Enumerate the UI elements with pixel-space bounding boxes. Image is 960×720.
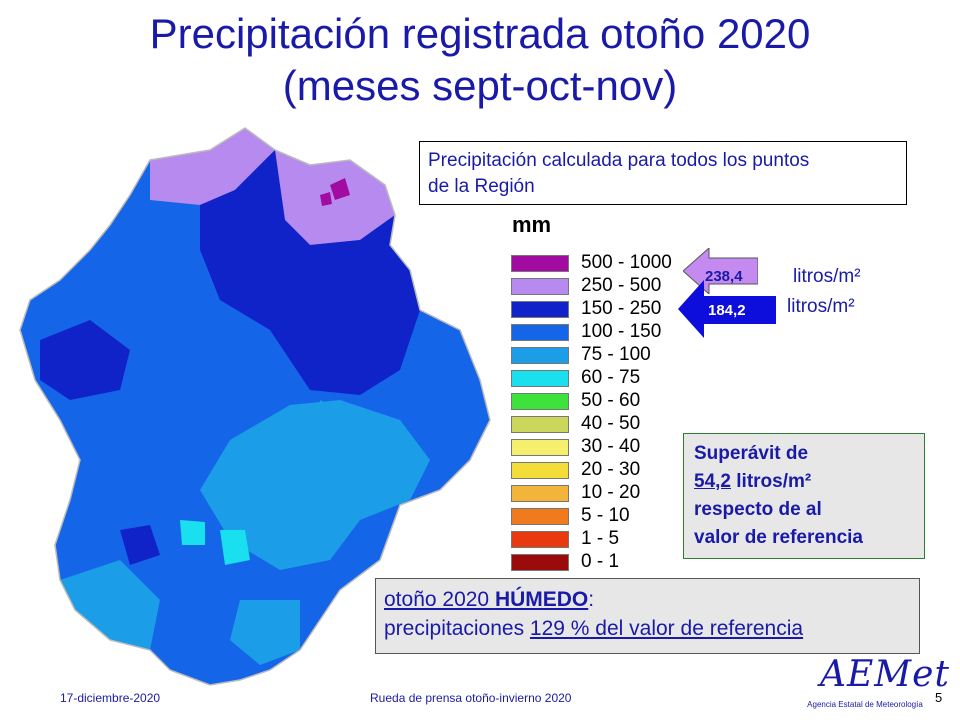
- result-line-1: otoño 2020 HÚMEDO:: [384, 585, 911, 614]
- info-line-1: Precipitación calculada para todos los p…: [428, 150, 810, 171]
- legend-label: 10 - 20: [581, 482, 641, 503]
- legend-label: 500 - 1000: [581, 252, 672, 273]
- result-percentage: 129 % del valor de referencia: [529, 617, 804, 640]
- footer-date: 17-diciembre-2020: [60, 691, 161, 705]
- legend-swatch: [511, 485, 569, 502]
- legend-swatch: [511, 554, 569, 571]
- reference-value-label: 184,2: [708, 302, 746, 319]
- surplus-line-1: Superávit de: [694, 443, 809, 464]
- legend-swatch: [511, 439, 569, 456]
- title-line-1: Precipitación registrada otoño 2020: [149, 10, 811, 57]
- legend-title: mm: [512, 212, 552, 237]
- footer-event: Rueda de prensa otoño-invierno 2020: [370, 691, 572, 705]
- legend-label: 100 - 150: [581, 321, 662, 342]
- legend-swatch: [511, 370, 569, 387]
- title-line-2: (meses sept-oct-nov): [282, 62, 678, 109]
- aemet-logo: AEMet Agencia Estatal de Meteorología: [800, 652, 949, 718]
- observed-value-arrow: [683, 248, 758, 294]
- result-suffix: :: [588, 588, 595, 611]
- legend-swatch: [511, 347, 569, 364]
- surplus-amount: 54,2: [694, 471, 731, 492]
- surplus-unit: litros/m²: [730, 471, 812, 492]
- result-strong: HÚMEDO: [494, 588, 589, 611]
- result-box: otoño 2020 HÚMEDO: precipitaciones 129 %…: [375, 578, 920, 654]
- legend-swatch: [511, 508, 569, 525]
- legend-label: 30 - 40: [581, 436, 641, 457]
- legend-label: 0 - 1: [581, 551, 620, 572]
- observed-value-label: 238,4: [705, 268, 743, 285]
- result-line2-lead: precipitaciones: [384, 617, 530, 640]
- legend-label: 75 - 100: [581, 344, 651, 365]
- legend-label: 150 - 250: [581, 298, 662, 319]
- legend-label: 50 - 60: [581, 390, 641, 411]
- reference-value-arrow: [678, 280, 776, 338]
- legend-swatch: [511, 301, 569, 318]
- surplus-box: Superávit de 54,2 litros/m² respecto de …: [683, 433, 925, 559]
- legend-swatch: [511, 278, 569, 295]
- info-box: Precipitación calculada para todos los p…: [419, 141, 907, 205]
- logo-name: AEMet: [820, 654, 950, 695]
- legend-swatch: [511, 255, 569, 272]
- surplus-line-4: valor de referencia: [694, 527, 863, 548]
- slide-title: Precipitación registrada otoño 2020 (mes…: [0, 8, 960, 112]
- legend-swatch: [511, 531, 569, 548]
- legend-swatch: [511, 462, 569, 479]
- precipitation-map: [19, 127, 491, 686]
- info-line-2: de la Región: [428, 176, 535, 197]
- legend-swatch: [511, 416, 569, 433]
- legend-label: 20 - 30: [581, 459, 641, 480]
- legend-label: 60 - 75: [581, 367, 641, 388]
- surplus-line-2: 54,2 litros/m²: [694, 468, 914, 496]
- surplus-line-3: respecto de al: [694, 499, 822, 520]
- legend-swatch: [511, 324, 569, 341]
- legend-swatch: [511, 393, 569, 410]
- logo-subtitle: Agencia Estatal de Meteorología: [807, 700, 923, 709]
- observed-unit-label: litros/m²: [793, 266, 861, 287]
- region-outline: [19, 127, 491, 686]
- page-number: 5: [935, 690, 943, 705]
- legend-label: 40 - 50: [581, 413, 641, 434]
- legend-label: 1 - 5: [581, 528, 620, 549]
- legend-label: 250 - 500: [581, 275, 662, 296]
- result-line-2: precipitaciones 129 % del valor de refer…: [384, 614, 911, 643]
- result-prefix: otoño 2020: [384, 588, 495, 611]
- legend-label: 5 - 10: [581, 505, 630, 526]
- reference-unit-label: litros/m²: [787, 296, 855, 317]
